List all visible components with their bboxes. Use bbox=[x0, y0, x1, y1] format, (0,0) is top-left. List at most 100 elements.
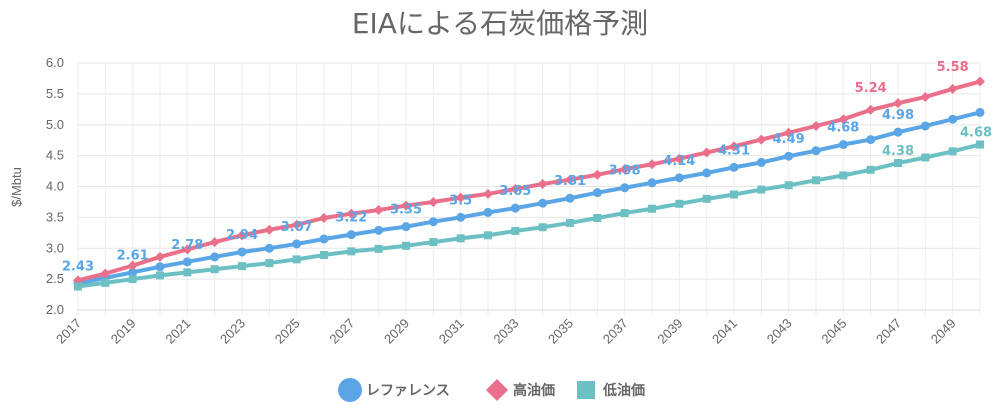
data-point bbox=[811, 120, 821, 131]
y-tick-label: 2.0 bbox=[46, 302, 64, 317]
data-point bbox=[347, 247, 356, 256]
data-point bbox=[729, 141, 739, 152]
data-label: 4.31 bbox=[718, 143, 750, 158]
data-label: 5.24 bbox=[855, 81, 887, 96]
data-point bbox=[183, 268, 192, 277]
y-tick-label: 4.5 bbox=[46, 148, 64, 163]
data-label: 3.98 bbox=[609, 164, 641, 179]
data-point bbox=[538, 198, 548, 208]
data-point bbox=[620, 183, 630, 193]
data-point bbox=[100, 268, 111, 279]
data-point bbox=[182, 244, 193, 255]
data-point bbox=[292, 255, 301, 264]
series-line bbox=[76, 79, 982, 283]
series-line bbox=[76, 110, 982, 286]
y-tick-label: 4.0 bbox=[46, 179, 64, 194]
data-point bbox=[428, 196, 439, 207]
x-axis-ticks: 2017 2019 2021 2023 2025 2027 2029 2031 2033 2035… bbox=[53, 316, 959, 347]
series-line bbox=[76, 142, 982, 289]
data-point bbox=[702, 194, 711, 203]
data-point bbox=[620, 209, 629, 218]
data-point bbox=[783, 127, 794, 138]
x-tick-label: 2023 bbox=[217, 316, 248, 347]
data-point bbox=[865, 104, 876, 115]
legend-item: レファレンス bbox=[338, 378, 450, 402]
data-point bbox=[374, 244, 383, 253]
data-label: 4.68 bbox=[827, 121, 859, 136]
y-tick-label: 6.0 bbox=[46, 55, 64, 70]
data-labels: 2.43 2.61 2.78 2.94 3.07 3.22 3.35 3.5 3.65 3.81 3… bbox=[62, 60, 992, 275]
data-point bbox=[866, 165, 875, 174]
data-point bbox=[921, 153, 930, 162]
data-point bbox=[373, 204, 384, 215]
x-tick-label: 2035 bbox=[545, 316, 576, 347]
data-point bbox=[237, 230, 247, 241]
data-point bbox=[920, 91, 931, 102]
x-tick-label: 2033 bbox=[490, 316, 521, 347]
y-tick-label: 2.5 bbox=[46, 271, 64, 286]
legend: レファレンス 高油価 低油価 bbox=[338, 378, 645, 402]
data-point bbox=[812, 176, 820, 185]
data-label: 4.14 bbox=[663, 154, 695, 169]
data-point bbox=[948, 114, 958, 124]
data-point bbox=[101, 278, 110, 287]
y-tick-label: 3.0 bbox=[46, 240, 64, 255]
data-point bbox=[209, 237, 220, 248]
data-point bbox=[674, 153, 685, 164]
data-point bbox=[647, 159, 657, 170]
x-tick-label: 2037 bbox=[600, 316, 631, 347]
data-point bbox=[566, 218, 574, 227]
data-point bbox=[483, 207, 493, 217]
data-point bbox=[484, 231, 492, 240]
data-point bbox=[537, 179, 548, 190]
x-tick-label: 2031 bbox=[436, 316, 467, 347]
y-tick-label: 3.5 bbox=[46, 209, 64, 224]
data-label: 2.94 bbox=[226, 228, 258, 243]
data-label: 3.81 bbox=[554, 174, 586, 189]
data-point bbox=[429, 238, 438, 247]
data-point bbox=[483, 188, 493, 199]
y-tick-label: 5.5 bbox=[46, 86, 64, 101]
data-point bbox=[155, 262, 165, 272]
data-point bbox=[756, 157, 766, 167]
data-point bbox=[510, 183, 521, 194]
data-point bbox=[428, 217, 438, 227]
data-point bbox=[756, 134, 767, 145]
data-label: 4.68 bbox=[960, 126, 992, 141]
data-point bbox=[210, 252, 220, 262]
data-point bbox=[838, 140, 848, 150]
data-point bbox=[264, 243, 274, 253]
x-tick-label: 2049 bbox=[928, 316, 959, 347]
data-point bbox=[920, 121, 930, 131]
data-point bbox=[291, 219, 302, 230]
data-point bbox=[320, 251, 328, 260]
x-tick-label: 2021 bbox=[162, 316, 193, 347]
data-point bbox=[592, 188, 602, 198]
data-point bbox=[182, 257, 192, 267]
data-point bbox=[893, 98, 903, 109]
data-point bbox=[127, 260, 138, 271]
data-point bbox=[402, 241, 410, 250]
data-point bbox=[757, 185, 766, 194]
y-axis-label: $/Mbtu bbox=[9, 167, 24, 207]
data-point bbox=[374, 225, 384, 235]
legend-swatch-square bbox=[577, 381, 595, 399]
data-point bbox=[319, 212, 329, 223]
data-point bbox=[401, 222, 411, 232]
data-point bbox=[674, 173, 684, 183]
x-tick-label: 2039 bbox=[654, 316, 685, 347]
data-label: 4.38 bbox=[882, 144, 914, 159]
data-point bbox=[264, 224, 275, 235]
data-point bbox=[593, 213, 602, 222]
data-point bbox=[237, 247, 247, 257]
data-label: 4.98 bbox=[882, 108, 914, 123]
data-point bbox=[538, 223, 547, 232]
x-tick-label: 2041 bbox=[709, 316, 740, 347]
data-point bbox=[976, 140, 984, 149]
data-point bbox=[592, 169, 603, 180]
x-tick-label: 2047 bbox=[873, 316, 904, 347]
data-label: 3.22 bbox=[335, 211, 367, 226]
data-point bbox=[510, 203, 520, 213]
y-axis-ticks: 2.0 2.5 3.0 3.5 4.0 4.5 5.0 5.5 6.0 bbox=[46, 55, 64, 317]
data-point bbox=[456, 234, 465, 243]
